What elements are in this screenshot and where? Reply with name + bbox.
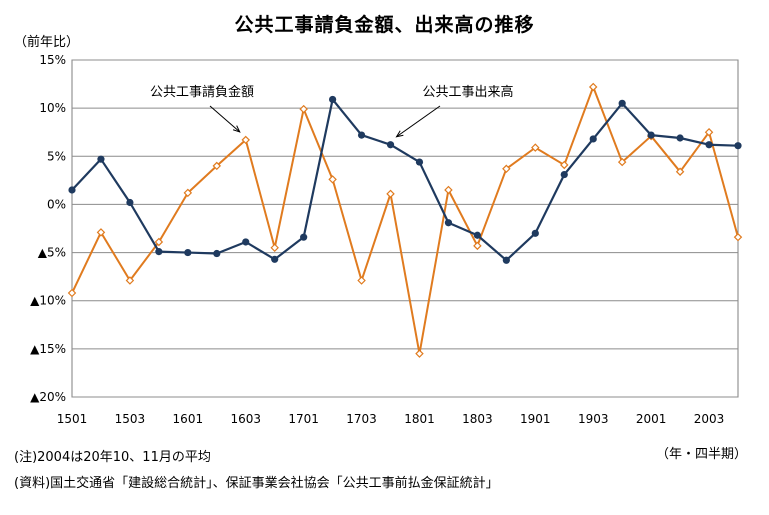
y-tick-label: 10% — [39, 101, 66, 115]
data-point — [531, 229, 539, 237]
y-tick-label: ▲15% — [30, 342, 66, 356]
annotation-arrow — [209, 105, 241, 133]
y-tick-label: 0% — [47, 197, 66, 211]
data-point — [126, 198, 134, 207]
x-tick-label: 1601 — [173, 412, 204, 426]
grid-layer — [71, 59, 739, 398]
data-point — [155, 248, 163, 256]
data-point — [67, 288, 77, 298]
x-tick-label: 1903 — [578, 412, 609, 426]
x-tick-label: 1501 — [57, 412, 88, 426]
data-point — [300, 233, 308, 241]
data-point — [473, 231, 481, 239]
series-annotation: 公共工事出来高 — [422, 84, 513, 100]
data-point — [589, 135, 597, 143]
data-point — [386, 189, 395, 199]
x-tick-label: 1703 — [346, 412, 377, 426]
x-tick-labels: 1501 1503 1601 1603 1701 1703 1801 1803 1901 1903… — [57, 412, 725, 426]
data-point — [184, 248, 192, 257]
data-point — [617, 157, 627, 167]
data-point — [271, 255, 279, 263]
annotation-arrowhead — [232, 125, 241, 133]
annotation-arrow — [396, 105, 441, 138]
y-axis-unit-label: （前年比） — [14, 35, 80, 50]
source-note: (資料)国土交通省「建設総合統計」、保証事業会社協会「公共工事前払金保証統計」 — [14, 476, 499, 491]
data-point — [213, 249, 221, 258]
series-annotation: 公共工事請負金額 — [150, 84, 254, 100]
data-point — [299, 104, 308, 114]
data-point — [154, 237, 164, 247]
x-tick-label: 1503 — [115, 412, 146, 426]
data-point — [212, 161, 222, 171]
y-tick-label: ▲20% — [30, 390, 66, 404]
data-point — [704, 127, 714, 137]
annotation-arrowhead — [395, 130, 404, 138]
data-point — [734, 142, 742, 150]
data-point — [415, 158, 424, 166]
x-tick-label: 2001 — [636, 412, 667, 426]
x-tick-label: 1603 — [230, 412, 261, 426]
x-tick-label: 1701 — [288, 412, 319, 426]
data-point — [241, 135, 250, 145]
data-point — [560, 170, 568, 179]
x-tick-label: 1901 — [520, 412, 551, 426]
data-point — [531, 143, 540, 152]
data-point — [588, 82, 598, 92]
series-layer — [67, 82, 743, 358]
data-point — [733, 232, 743, 242]
data-point — [502, 164, 511, 174]
line-chart: 15% 10% 5% 0% ▲5% ▲10% ▲15% ▲20% 1501 1503 1601 16… — [30, 53, 743, 426]
data-point — [125, 276, 135, 285]
data-point — [242, 238, 250, 246]
data-point — [618, 99, 626, 107]
y-tick-label: ▲5% — [38, 246, 66, 260]
data-point — [502, 256, 510, 264]
plot-frame — [71, 59, 739, 398]
data-point — [270, 243, 279, 253]
x-tick-label: 1801 — [404, 412, 435, 426]
data-point — [96, 228, 106, 237]
data-point — [97, 155, 105, 163]
data-point — [705, 141, 713, 149]
footnote: (注)2004は20年10、11月の平均 — [14, 450, 211, 465]
data-point — [647, 131, 655, 139]
data-point — [183, 188, 193, 198]
data-point — [473, 241, 482, 251]
data-point — [357, 276, 366, 285]
data-point — [444, 219, 453, 227]
data-point — [357, 131, 366, 139]
data-point — [328, 175, 337, 184]
data-point — [68, 186, 76, 194]
series-line — [71, 98, 739, 262]
data-point — [444, 185, 453, 195]
y-tick-label: 5% — [47, 149, 66, 163]
y-tick-labels: 15% 10% 5% 0% ▲5% ▲10% ▲15% ▲20% — [30, 53, 66, 404]
data-point — [560, 160, 569, 170]
y-tick-label: 15% — [39, 53, 66, 67]
data-point — [386, 141, 395, 149]
series-line — [71, 85, 739, 355]
data-point — [675, 167, 685, 176]
data-point — [415, 349, 424, 358]
chart-title: 公共工事請負金額、出来高の推移 — [234, 14, 535, 36]
data-point — [676, 134, 684, 142]
annotation-layer: 公共工事請負金額 公共工事出来高 — [150, 84, 514, 138]
x-tick-label: 1803 — [462, 412, 493, 426]
x-axis-unit-label: （年・四半期） — [655, 447, 747, 462]
x-tick-label: 2003 — [694, 412, 725, 426]
data-point — [329, 95, 337, 104]
y-tick-label: ▲10% — [30, 294, 66, 308]
